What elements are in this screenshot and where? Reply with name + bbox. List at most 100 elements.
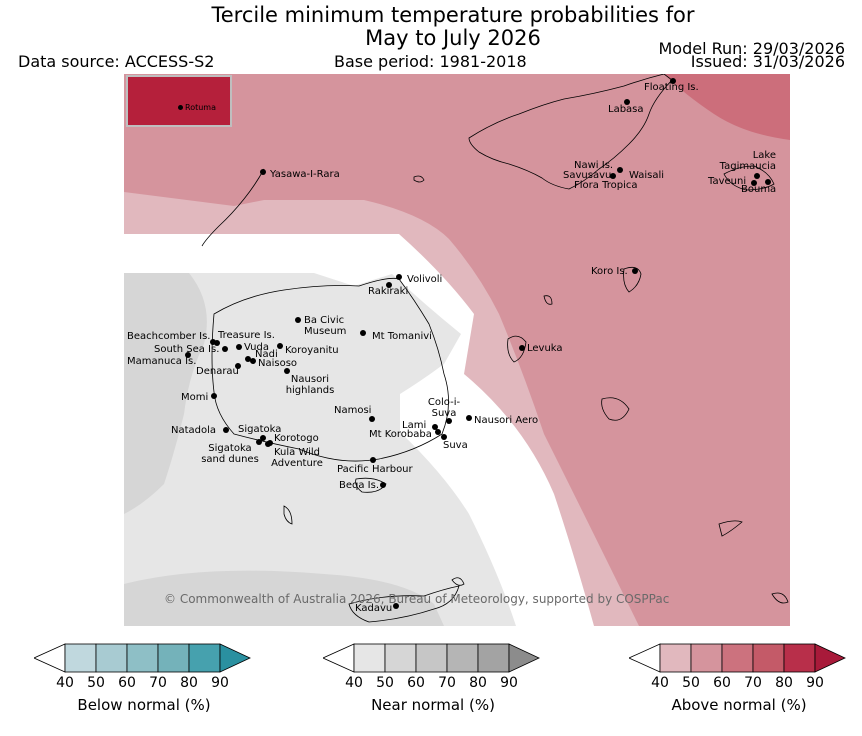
colorbar-high-extend: [814, 643, 846, 673]
vanua-levu-coast: [468, 74, 673, 190]
colorbar-bin: [95, 643, 128, 673]
legend-tick: 40: [56, 675, 74, 691]
colorbar-bin: [690, 643, 723, 673]
colorbar-bin: [415, 643, 448, 673]
legend-tick: 50: [87, 675, 105, 691]
marker-tagimaucia: [754, 173, 760, 179]
legend-title: Above normal (%): [671, 696, 807, 714]
rotuma-label: Rotuma: [185, 103, 216, 112]
marker-levuka: [519, 345, 525, 351]
place-label: Namosi: [334, 405, 372, 416]
marker-naisoso: [250, 358, 256, 364]
marker-south-sea: [222, 346, 228, 352]
marker-mamanuca: [185, 352, 191, 358]
place-label: Naisoso: [258, 358, 298, 369]
place-label: South Sea Is.: [154, 344, 220, 355]
legend-tick: 60: [118, 675, 136, 691]
place-label: Koroyanitu: [285, 345, 339, 356]
place-label: Rakiraki: [368, 286, 409, 297]
colorbar-bin: [659, 643, 692, 673]
map-panel: Rotuma Floating Is. Labasa Yasawa-I-Rara…: [124, 74, 790, 626]
place-label: Mamanuca Is.: [127, 356, 197, 367]
colorbar-low-extend: [323, 643, 355, 673]
small-island: [451, 577, 465, 586]
place-label: Sigatoka sand dunes: [201, 443, 259, 465]
place-label: Beqa Is.: [339, 480, 380, 491]
legend-colorbar: [323, 643, 540, 673]
copyright-notice: © Commonwealth of Australia 2026, Bureau…: [164, 592, 670, 606]
marker-koro: [632, 268, 638, 274]
map-title-line2: May to July 2026: [365, 26, 541, 50]
issued-label: Issued: 31/03/2026: [690, 52, 845, 71]
place-label: Momi: [181, 392, 209, 403]
marker-momi: [211, 393, 217, 399]
colorbar-high-extend: [219, 643, 251, 673]
legend-tick: 80: [775, 675, 793, 691]
small-island: [601, 397, 630, 421]
place-label: Mt Tomanivi: [372, 331, 432, 342]
colorbar-low-extend: [629, 643, 661, 673]
koro-coast: [623, 266, 642, 293]
marker-suva: [441, 434, 447, 440]
small-island: [718, 520, 743, 537]
marker-nausori-aero: [466, 415, 472, 421]
small-island: [413, 175, 425, 183]
marker-taveuni: [751, 180, 757, 186]
marker-yasawa: [260, 169, 266, 175]
marker-savusavu: [610, 173, 616, 179]
marker-beqa: [380, 482, 386, 488]
place-label: Ba Civic Museum: [304, 315, 347, 337]
taveuni-coast: [723, 165, 775, 191]
legend-tick: 40: [651, 675, 669, 691]
legend-tick: 50: [682, 675, 700, 691]
marker-sigatoka-dunes: [256, 439, 262, 445]
place-label: Levuka: [527, 343, 563, 354]
marker-colo-i-suva: [446, 418, 452, 424]
legend-tick: 50: [376, 675, 394, 691]
model-run-label: Model Run: 29/03/2026: [658, 39, 846, 58]
legend-title: Below normal (%): [77, 696, 211, 714]
coastlines: [201, 74, 789, 623]
colorbar-bin: [157, 643, 190, 673]
marker-namosi: [369, 416, 375, 422]
place-label: Lake Tagimaucia: [719, 150, 776, 172]
place-label: Yasawa-I-Rara: [270, 169, 340, 180]
place-label: Kula Wild Adventure: [271, 447, 323, 469]
legend-tick: 90: [500, 675, 518, 691]
marker-nawi: [617, 167, 623, 173]
kadavu-coast: [348, 585, 460, 623]
near-normal-40-50-zone: [124, 273, 516, 626]
probability-map: [124, 74, 790, 626]
marker-nadi: [245, 356, 251, 362]
place-label: Lami: [402, 420, 427, 431]
colorbar-bin: [721, 643, 754, 673]
marker-nausori-highlands: [284, 368, 290, 374]
map-title-line1: Tercile minimum temperature probabilitie…: [211, 3, 695, 27]
marker-natadola: [223, 427, 229, 433]
legend-above-normal: 40 50 60 70 80 90 Above normal (%): [629, 643, 862, 733]
data-source-label: Data source: ACCESS-S2: [18, 52, 215, 71]
colorbar-low-extend: [34, 643, 66, 673]
colorbar-bin: [446, 643, 479, 673]
rotuma-marker: [178, 105, 183, 110]
colorbar-bin: [752, 643, 785, 673]
colorbar-bin: [188, 643, 221, 673]
marker-kula: [265, 441, 271, 447]
marker-labasa: [624, 99, 630, 105]
place-label: Savusavu: [563, 170, 612, 181]
place-label: Taveuni: [708, 176, 747, 187]
legend-tick: 60: [713, 675, 731, 691]
legend-tick: 80: [469, 675, 487, 691]
place-label: Labasa: [608, 104, 644, 115]
legend-near-normal: 40 50 60 70 80 90 Near normal (%): [323, 643, 563, 733]
marker-pacific-harbour: [370, 457, 376, 463]
place-label: Denarau: [196, 366, 239, 377]
place-label: Nawi Is.: [574, 160, 614, 171]
marker-ba: [295, 317, 301, 323]
place-label: Volivoli: [407, 274, 443, 285]
base-period-label: Base period: 1981-2018: [334, 52, 527, 71]
place-label: Beachcomber Is.: [127, 331, 211, 342]
place-label: Floating Is.: [644, 82, 699, 93]
colorbar-bin: [353, 643, 386, 673]
above-normal-60-70-zone: [664, 74, 790, 140]
